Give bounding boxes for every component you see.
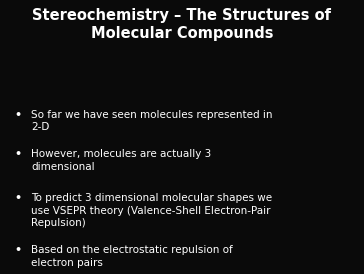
Text: To predict 3 dimensional molecular shapes we
use VSEPR theory (Valence-Shell Ele: To predict 3 dimensional molecular shape… bbox=[31, 193, 272, 228]
Text: However, molecules are actually 3
dimensional: However, molecules are actually 3 dimens… bbox=[31, 149, 211, 172]
Text: •: • bbox=[15, 245, 22, 255]
Text: •: • bbox=[15, 149, 22, 159]
Text: So far we have seen molecules represented in
2-D: So far we have seen molecules represente… bbox=[31, 110, 272, 132]
Text: •: • bbox=[15, 110, 22, 119]
Text: •: • bbox=[15, 193, 22, 203]
Text: Stereochemistry – The Structures of
Molecular Compounds: Stereochemistry – The Structures of Mole… bbox=[32, 8, 332, 41]
Text: Based on the electrostatic repulsion of
electron pairs: Based on the electrostatic repulsion of … bbox=[31, 245, 233, 268]
